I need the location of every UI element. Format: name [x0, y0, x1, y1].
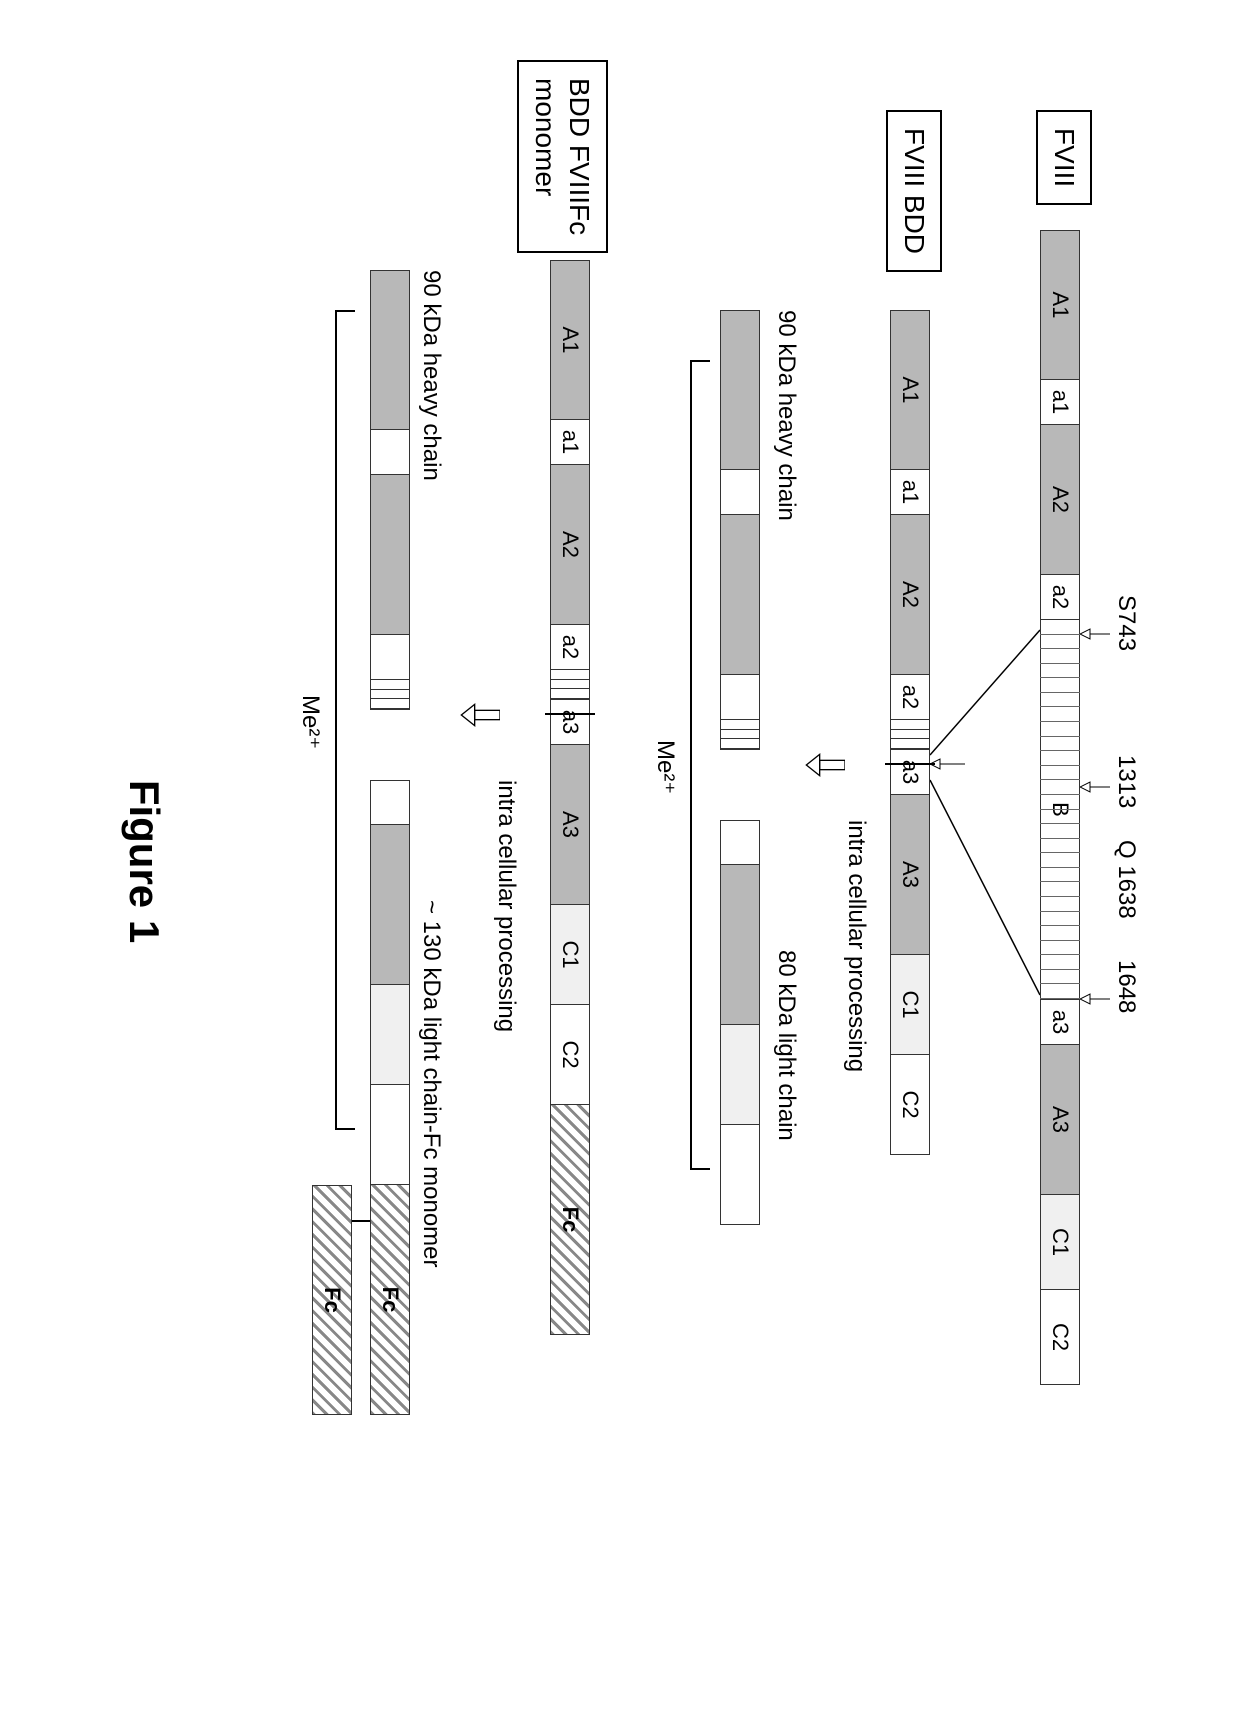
bar-light-fc: Fc	[370, 780, 410, 1415]
dom-sa3: a3	[1040, 1000, 1080, 1045]
fc-link	[352, 1220, 370, 1222]
label-bdd-monomer: BDD FVIIIFc monomer	[517, 60, 608, 253]
dom-sa1: a1	[1040, 380, 1080, 425]
fc-remnant	[550, 670, 590, 700]
l1-c1	[720, 1025, 760, 1125]
label-s743: S743	[1112, 595, 1140, 651]
l2-fc: Fc	[370, 1185, 410, 1415]
fc-c2: C2	[550, 1005, 590, 1105]
h1-sa1	[720, 470, 760, 515]
label-intra1: intra cellular processing	[842, 820, 870, 1072]
fc-sa3: a3	[550, 700, 590, 745]
fc-a1: A1	[550, 260, 590, 420]
bar-fviii: A1 a1 A2 a2 B a3 A3 C1 C2	[1040, 230, 1080, 1385]
arrow-s743	[1075, 625, 1110, 643]
bar-fviii-bdd: A1 a1 A2 a2 a3 A3 C1 C2	[890, 310, 930, 1155]
h1-sa2	[720, 675, 760, 720]
bdd-a1: A1	[890, 310, 930, 470]
dom-b: B	[1040, 620, 1080, 1000]
l2-c1	[370, 985, 410, 1085]
bar-heavy-2	[370, 270, 410, 710]
label-heavy: 90 kDa heavy chain	[772, 310, 800, 521]
label-1313: 1313	[1112, 755, 1140, 808]
dom-a2: A2	[1040, 425, 1080, 575]
arrow-1648	[1075, 990, 1110, 1008]
label-heavy2: 90 kDa heavy chain	[417, 270, 445, 481]
label-me2: Me²⁺	[296, 695, 325, 749]
fc-a3: A3	[550, 745, 590, 905]
bdd-sa2: a2	[890, 675, 930, 720]
l1-sa3	[720, 820, 760, 865]
h1-remnant	[720, 720, 760, 750]
dom-a1: A1	[1040, 230, 1080, 380]
bracket-1	[690, 360, 710, 1170]
fc-a2: A2	[550, 465, 590, 625]
bdd-c2: C2	[890, 1055, 930, 1155]
l1-a3	[720, 865, 760, 1025]
bracket-2	[335, 310, 355, 1130]
dom-c1: C1	[1040, 1195, 1080, 1290]
dom-a3: A3	[1040, 1045, 1080, 1195]
bdd-c1: C1	[890, 955, 930, 1055]
label-intra2: intra cellular processing	[492, 780, 520, 1032]
h2-sa2	[370, 635, 410, 680]
dom-sa2: a2	[1040, 575, 1080, 620]
label-q1638: Q 1638	[1112, 840, 1140, 919]
fc-sa1: a1	[550, 420, 590, 465]
cleavage-line-1	[885, 763, 935, 765]
label-fviii: FVIII	[1036, 110, 1092, 205]
fc-fc: Fc	[550, 1105, 590, 1335]
arrow-process-1	[805, 745, 845, 785]
arrow-process-2	[460, 695, 500, 735]
figure-title: Figure 1	[120, 780, 168, 943]
arrow-1313	[1075, 778, 1110, 796]
label-me1: Me²⁺	[651, 740, 680, 794]
fc-alone: Fc	[312, 1185, 352, 1415]
h2-a1	[370, 270, 410, 430]
l1-c2	[720, 1125, 760, 1225]
bdd-sa3: a3	[890, 750, 930, 795]
h1-a1	[720, 310, 760, 470]
bar-heavy-1	[720, 310, 760, 750]
bdd-remnant	[890, 720, 930, 750]
label-fviii-bdd: FVIII BDD	[886, 110, 942, 272]
fc-sa2: a2	[550, 625, 590, 670]
bar-fc-alone: Fc	[312, 1185, 352, 1415]
l2-c2	[370, 1085, 410, 1185]
l2-a3	[370, 825, 410, 985]
l2-sa3	[370, 780, 410, 825]
cleavage-line-2	[545, 713, 595, 715]
h2-sa1	[370, 430, 410, 475]
h1-a2	[720, 515, 760, 675]
fc-c1: C1	[550, 905, 590, 1005]
bdd-a2: A2	[890, 515, 930, 675]
h2-a2	[370, 475, 410, 635]
label-light: 80 kDa light chain	[772, 950, 800, 1141]
label-light2: ~ 130 kDa light chain-Fc monomer	[417, 900, 445, 1268]
bar-bdd-fc: A1 a1 A2 a2 a3 A3 C1 C2 Fc	[550, 260, 590, 1335]
bdd-sa1: a1	[890, 470, 930, 515]
dom-c2: C2	[1040, 1290, 1080, 1385]
bar-light-1	[720, 820, 760, 1225]
bdd-a3: A3	[890, 795, 930, 955]
label-1648: 1648	[1112, 960, 1140, 1013]
bdd-connector	[930, 625, 1040, 1005]
h2-remnant	[370, 680, 410, 710]
